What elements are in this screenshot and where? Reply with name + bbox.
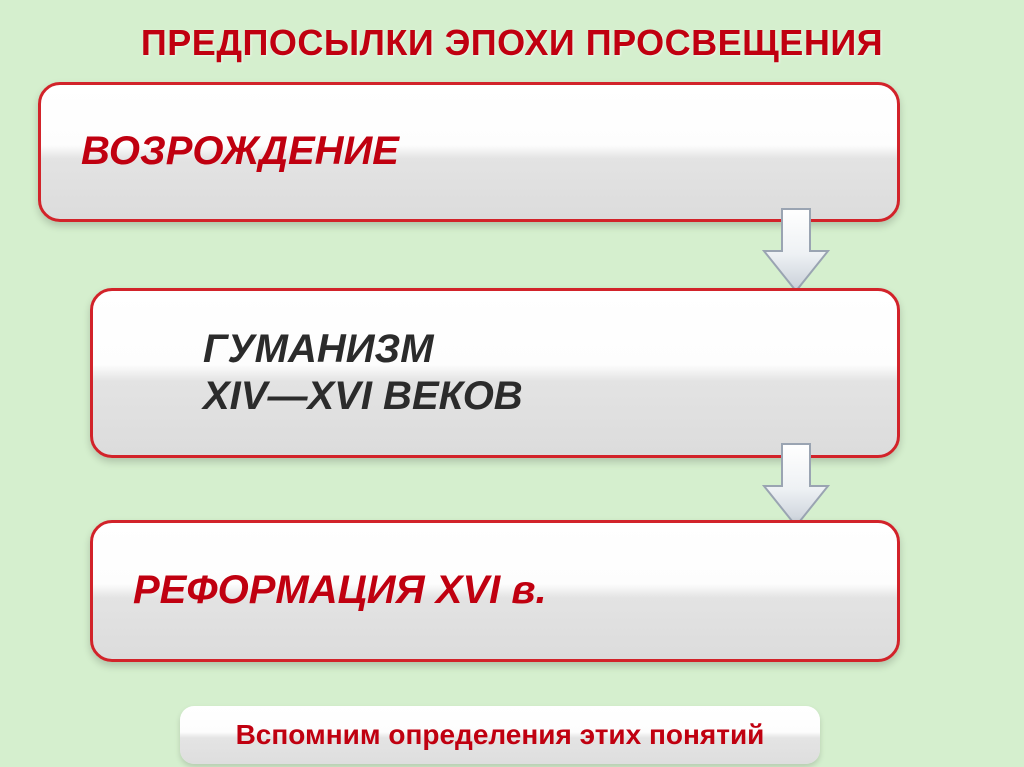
concept-box-2: ГУМАНИЗМ XIV—XVI ВЕКОВ	[90, 288, 900, 458]
arrow-down-1	[760, 205, 832, 295]
arrow-down-icon	[760, 205, 832, 295]
title-text: ПРЕДПОСЫЛКИ ЭПОХИ ПРОСВЕЩЕНИЯ	[141, 22, 883, 63]
arrow-down-icon	[760, 440, 832, 530]
box3-line1: РЕФОРМАЦИЯ XVI в.	[133, 567, 897, 614]
concept-box-1: ВОЗРОЖДЕНИЕ	[38, 82, 900, 222]
concept-box-3: РЕФОРМАЦИЯ XVI в.	[90, 520, 900, 662]
box2-line1: ГУМАНИЗМ	[203, 326, 897, 373]
arrow-down-2	[760, 440, 832, 530]
page-title: ПРЕДПОСЫЛКИ ЭПОХИ ПРОСВЕЩЕНИЯ	[0, 0, 1024, 64]
box1-line1: ВОЗРОЖДЕНИЕ	[81, 128, 897, 175]
footer-text: Вспомним определения этих понятий	[236, 719, 765, 751]
footer-box: Вспомним определения этих понятий	[180, 706, 820, 764]
box2-line2: XIV—XVI ВЕКОВ	[203, 373, 897, 420]
